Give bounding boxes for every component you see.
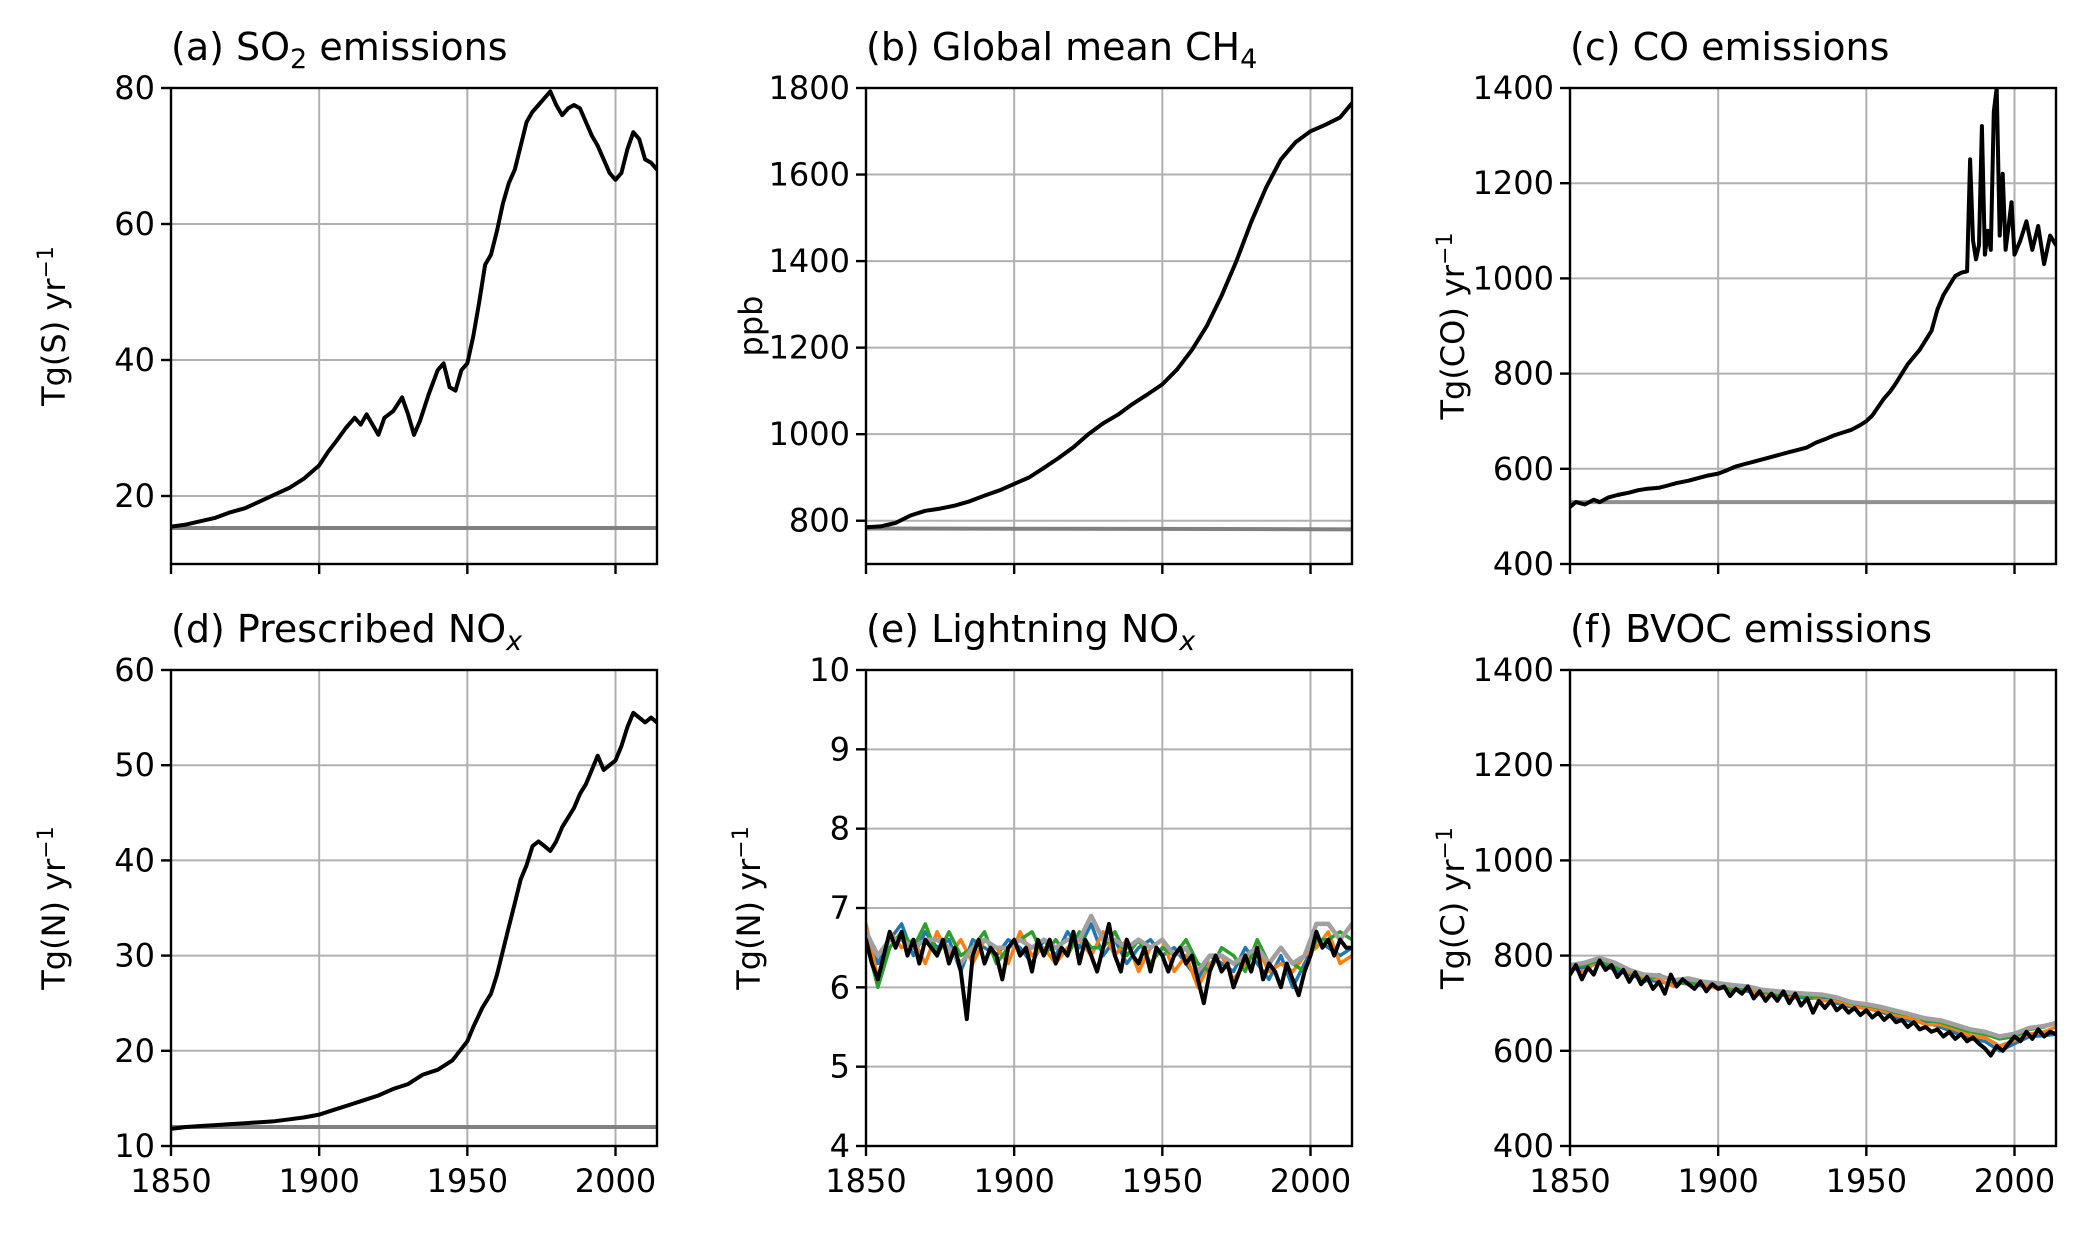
panel-f-ytick-label: 800 [1493, 937, 1554, 975]
panel-d-xtick-label: 1850 [130, 1162, 211, 1200]
panel-f-ylabel: Tg(C) yr−1 [1433, 827, 1472, 990]
panel-f-series-group [1570, 955, 2056, 1058]
panel-e-xtick-label: 1850 [825, 1162, 906, 1200]
panel-a-series-line-1 [171, 89, 657, 529]
panel-f-ytick-label: 400 [1493, 1127, 1554, 1165]
panel-d-title: (d) Prescribed NOx [171, 607, 523, 657]
panel-a: 20 40 60 80 (a) SO2 emissions Tg(S) yr−1 [34, 25, 659, 574]
panel-e-series-line-3 [866, 913, 1352, 974]
panel-e-series-line-4 [866, 921, 1352, 1022]
panel-b-title: (b) Global mean CH4 [866, 25, 1257, 75]
panel-b-ytick-label: 1600 [769, 156, 850, 194]
panel-b-ytick-label: 1800 [769, 69, 850, 107]
panel-f-ytick-label: 1400 [1473, 651, 1554, 689]
panel-e-ytick-label: 4 [830, 1127, 850, 1165]
panel-e-ytick-label: 9 [830, 730, 850, 768]
panel-a-title: (a) SO2 emissions [171, 25, 508, 75]
panel-b-series-line-0 [866, 526, 1352, 532]
panel-e-series-line-0 [866, 922, 1352, 990]
panel-a-frame [169, 86, 659, 566]
panel-d-series-line-1 [171, 710, 657, 1131]
panel-d-ytick-label: 50 [114, 746, 155, 784]
panel-e-xtick-label: 1900 [973, 1162, 1054, 1200]
panel-c-ytick-label: 400 [1493, 545, 1554, 583]
panel-f-ytick-label: 600 [1493, 1032, 1554, 1070]
panel-c-ytick-label: 1400 [1473, 69, 1554, 107]
panel-f-frame [1568, 668, 2058, 1148]
panel-d-ylabel: Tg(N) yr−1 [34, 826, 73, 990]
panel-d-ytick-label: 30 [114, 937, 155, 975]
panel-e-series-group [866, 913, 1352, 1022]
panel-a-ytick-label: 20 [114, 477, 155, 515]
panel-e-ytick-label: 5 [830, 1048, 850, 1086]
panel-c-title: (c) CO emissions [1570, 25, 1889, 69]
panel-b-ytick-label: 1200 [769, 329, 850, 367]
panel-e-ylabel: Tg(N) yr−1 [729, 826, 768, 990]
panel-f-series-line-2 [1570, 958, 2056, 1041]
panel-d-xtick-label: 1900 [278, 1162, 359, 1200]
panel-b: 800 1000 1200 1400 1600 1800 (b) Global mean C… [732, 25, 1354, 574]
panel-b-frame [864, 86, 1354, 566]
panel-e-xtick-label: 1950 [1122, 1162, 1203, 1200]
panel-c-series-group [1570, 88, 2056, 509]
panel-d-xtick-label: 2000 [575, 1162, 656, 1200]
panel-a-ytick-label: 60 [114, 205, 155, 243]
panel-a-ytick-label: 80 [114, 69, 155, 107]
panel-a-series-group [171, 89, 657, 530]
panel-c-ytick-label: 1200 [1473, 164, 1554, 202]
panel-a-ylabel: Tg(S) yr−1 [34, 246, 73, 407]
panel-d-ytick-label: 60 [114, 651, 155, 689]
panel-f: 1850 1900 1950 2000 400 600 800 1000 1200 1400 (f)… [1433, 607, 2058, 1200]
panel-c-ylabel: Tg(CO) yr−1 [1433, 232, 1472, 420]
panel-c-series-line-1 [1570, 88, 2056, 509]
panel-c: 400 600 800 1000 1200 1400 (c) CO emissions Tg(… [1433, 25, 2058, 583]
panel-e-ytick-label: 8 [830, 810, 850, 848]
panel-f-title: (f) BVOC emissions [1570, 607, 1932, 651]
panel-d-ytick-label: 40 [114, 841, 155, 879]
panel-b-series-group [866, 101, 1352, 532]
panel-e-ytick-label: 6 [830, 968, 850, 1006]
panel-c-ytick-label: 600 [1493, 450, 1554, 488]
panel-c-ytick-label: 800 [1493, 355, 1554, 393]
panel-f-series-line-3 [1570, 955, 2056, 1039]
panel-a-ytick-label: 40 [114, 341, 155, 379]
panel-e-ytick-label: 10 [809, 651, 850, 689]
panel-c-ytick-label: 1000 [1473, 259, 1554, 297]
panel-b-ytick-label: 1000 [769, 415, 850, 453]
panel-e-title: (e) Lightning NOx [866, 607, 1196, 657]
panel-c-frame [1568, 86, 2058, 566]
panel-f-xtick-label: 1950 [1826, 1162, 1907, 1200]
panel-b-ytick-label: 800 [789, 502, 850, 540]
panel-d-frame [169, 668, 659, 1148]
panel-f-ytick-label: 1000 [1473, 841, 1554, 879]
panel-f-ytick-label: 1200 [1473, 746, 1554, 784]
panel-d-xtick-label: 1950 [427, 1162, 508, 1200]
panel-d: 1850 1900 1950 2000 10 20 30 40 50 60 (d) Prescrib… [34, 607, 659, 1200]
panel-f-xtick-label: 2000 [1974, 1162, 2055, 1200]
panel-d-series-group [171, 710, 657, 1131]
panel-d-ytick-label: 20 [114, 1032, 155, 1070]
panel-f-xtick-label: 1850 [1529, 1162, 1610, 1200]
panel-e: 1850 1900 1950 2000 4 5 6 7 8 9 10 (e) Lightning NO… [729, 607, 1354, 1200]
panel-e-ytick-label: 7 [830, 889, 850, 927]
panel-b-ylabel: ppb [732, 296, 770, 357]
panel-e-xtick-label: 2000 [1270, 1162, 1351, 1200]
panel-b-ytick-label: 1400 [769, 242, 850, 280]
panel-b-series-line-1 [866, 101, 1352, 530]
panel-f-xtick-label: 1900 [1677, 1162, 1758, 1200]
panel-f-series-line-4 [1570, 958, 2056, 1058]
panel-d-ytick-label: 10 [114, 1127, 155, 1165]
